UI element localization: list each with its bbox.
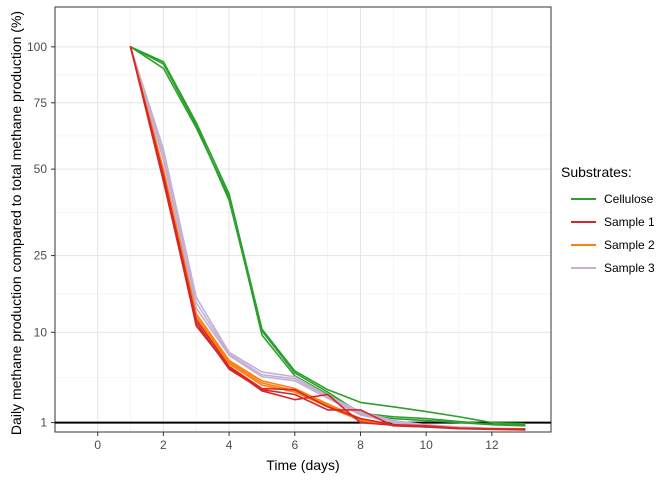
legend-label-sample-1: Sample 1 xyxy=(604,215,655,229)
legend-label-sample-3: Sample 3 xyxy=(604,261,655,275)
legend-label-cellulose: Cellulose xyxy=(604,192,654,206)
y-tick-label: 50 xyxy=(34,162,48,176)
y-tick-label: 1 xyxy=(40,416,47,430)
series-line-cellulose xyxy=(129,46,526,425)
series-lines xyxy=(129,46,526,431)
y-tick-label: 75 xyxy=(34,96,48,110)
plot-panel-border xyxy=(54,6,552,433)
y-tick-label: 100 xyxy=(27,40,47,54)
y-axis-ticks: 1 10 25 50 75 100 xyxy=(27,40,55,430)
gridlines xyxy=(55,7,551,432)
x-axis-title: Time (days) xyxy=(266,457,339,473)
y-axis-title: Daily methane production compared to tot… xyxy=(8,11,24,435)
x-tick-label: 4 xyxy=(226,438,233,452)
y-tick-label: 25 xyxy=(34,249,48,263)
legend: Cellulose Sample 1 Sample 2 Sample 3 xyxy=(571,192,655,275)
x-tick-label: 0 xyxy=(94,438,101,452)
x-tick-label: 8 xyxy=(357,438,364,452)
legend-title: Substrates: xyxy=(561,164,632,180)
series-line-sample-1 xyxy=(129,46,526,431)
x-axis-ticks: 0 2 4 6 8 10 12 xyxy=(94,432,499,452)
legend-label-sample-2: Sample 2 xyxy=(604,238,655,252)
series-line-cellulose xyxy=(129,46,526,426)
y-tick-label: 10 xyxy=(34,325,48,339)
x-tick-label: 12 xyxy=(485,438,499,452)
x-tick-label: 6 xyxy=(291,438,298,452)
x-tick-label: 2 xyxy=(160,438,167,452)
x-tick-label: 10 xyxy=(419,438,433,452)
